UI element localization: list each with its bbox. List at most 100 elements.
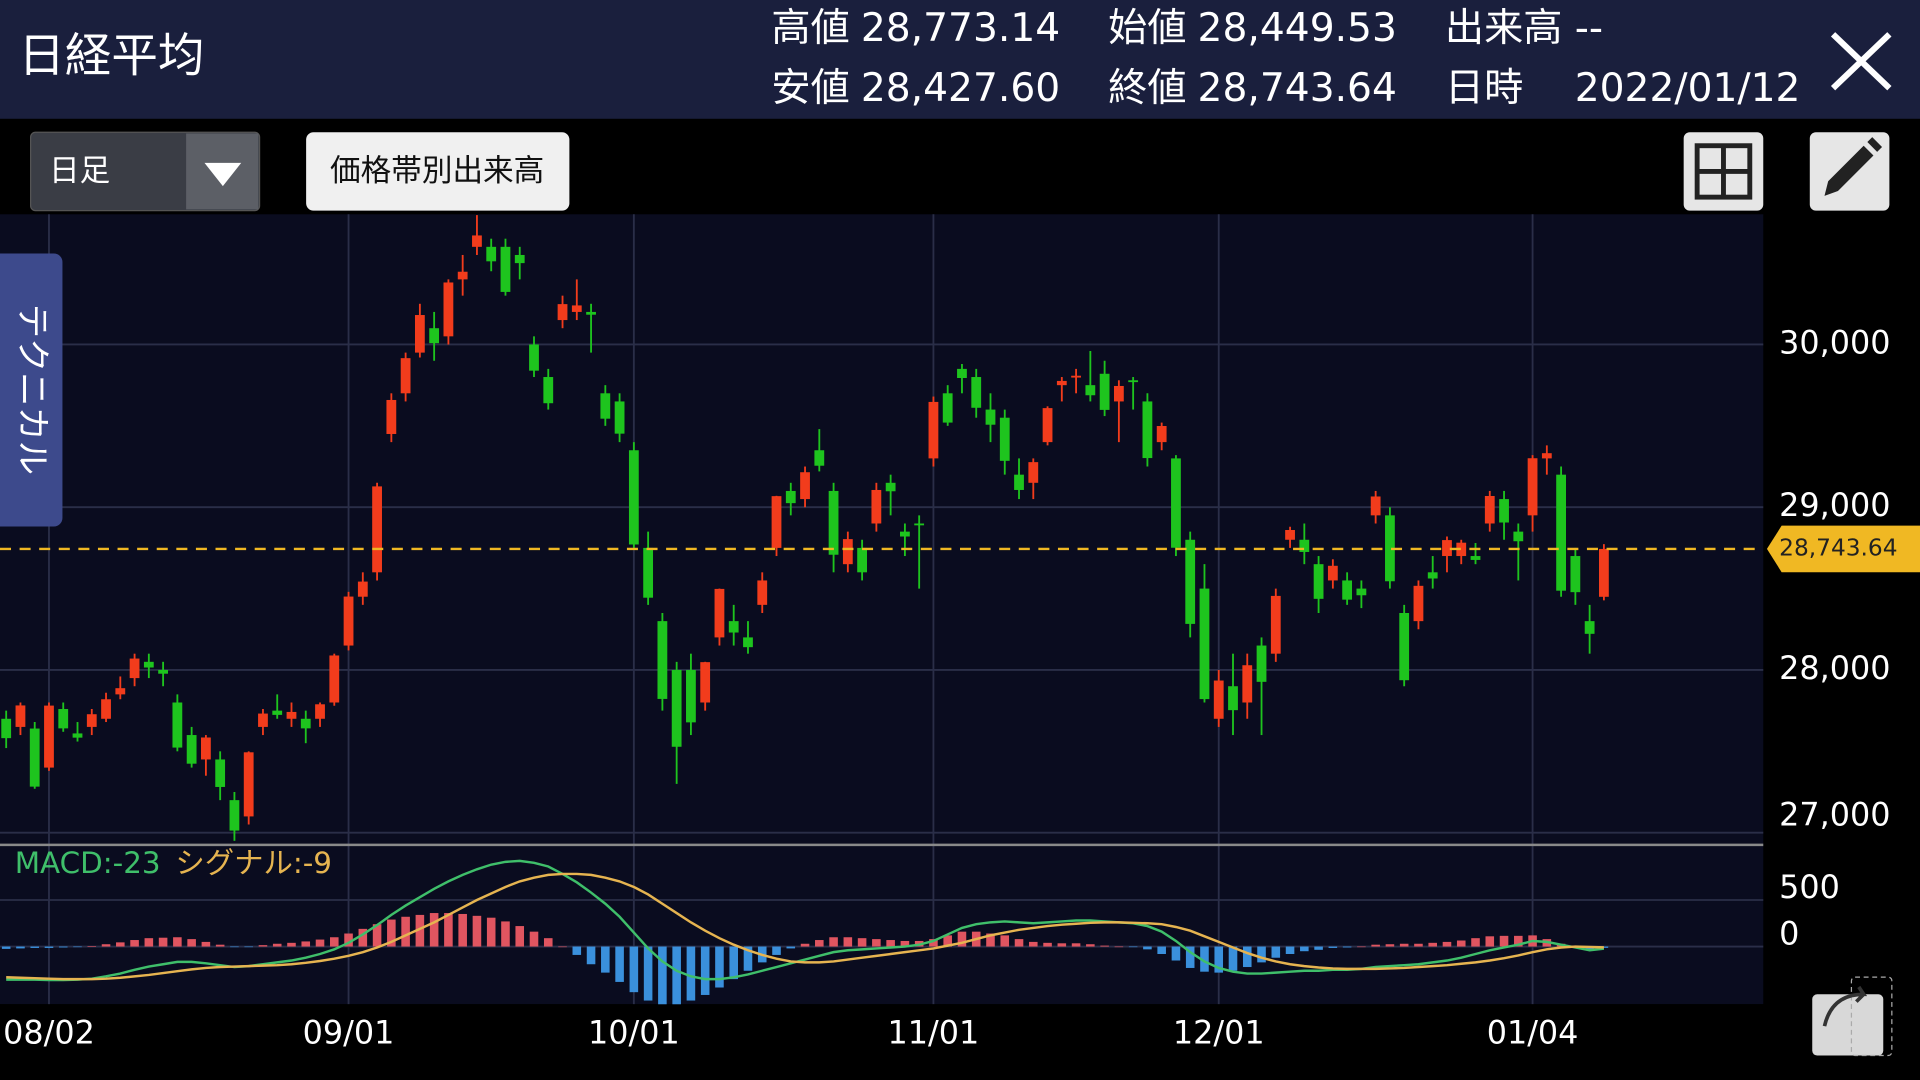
histogram-bar (116, 942, 125, 947)
close-button[interactable] (1830, 32, 1892, 91)
histogram-bar (1128, 946, 1138, 948)
candle-body (814, 450, 825, 466)
histogram-bar (1086, 944, 1095, 947)
candle-body (1228, 686, 1238, 711)
x-tick-label: 11/01 (888, 1014, 980, 1052)
candle-body (457, 271, 468, 280)
layout-button[interactable] (1683, 132, 1764, 211)
candle-body (286, 711, 297, 719)
candle-body (258, 713, 268, 727)
candle-body (1071, 375, 1081, 378)
histogram-bar (1499, 935, 1509, 947)
candle-body (700, 662, 711, 703)
y-tick-label: 500 (1779, 868, 1840, 906)
candle-body (857, 547, 867, 573)
histogram-bar (372, 924, 382, 947)
histogram-bar (44, 946, 54, 948)
candle-body (1085, 385, 1096, 396)
candle-body (1113, 385, 1124, 402)
histogram-bar (1014, 939, 1024, 947)
indicator-line (6, 859, 1605, 982)
candle-body (1285, 529, 1295, 540)
histogram-bar (629, 946, 639, 993)
stat-value: -- (1575, 6, 1603, 51)
stat-value: 2022/01/12 (1575, 66, 1801, 111)
x-tick-label: 08/02 (3, 1014, 95, 1052)
stat-label: 始値 (1108, 6, 1186, 51)
candle-body (172, 702, 183, 748)
candle-body (1541, 453, 1552, 459)
candle-body (514, 254, 525, 264)
candle-body (728, 621, 739, 633)
candle-body (743, 637, 753, 648)
candle-body (557, 304, 568, 321)
candle-body (985, 409, 996, 425)
stat-label: 高値 (771, 6, 849, 51)
histogram-bar (1385, 944, 1395, 947)
candle-body (643, 547, 654, 598)
candle-body (1327, 565, 1338, 581)
candle-body (400, 358, 411, 394)
histogram-bar (272, 943, 282, 947)
close-icon (1830, 32, 1892, 91)
histogram-bar (1029, 941, 1038, 947)
rotate-button[interactable] (1812, 976, 1893, 1057)
candle-body (201, 737, 211, 760)
histogram-bar (529, 931, 539, 947)
candle-body (1270, 595, 1281, 654)
candle-body (1, 718, 12, 739)
histogram-bar (1257, 946, 1266, 963)
histogram-bar (857, 938, 867, 947)
technical-tab[interactable]: テクニカル (0, 253, 63, 527)
candle-body (1171, 458, 1181, 548)
rotate-icon (1850, 976, 1893, 1057)
candle-body (785, 490, 796, 504)
histogram-bar (187, 939, 196, 947)
histogram-bar (558, 946, 567, 948)
histogram-bar (886, 940, 895, 947)
y-tick-label: 28,000 (1779, 649, 1890, 687)
candle-body (243, 752, 254, 817)
histogram-bar (1514, 935, 1523, 947)
histogram-bar (1300, 946, 1309, 952)
histogram-bar (258, 945, 268, 947)
histogram-bar (130, 940, 139, 947)
candle-body (1570, 556, 1581, 593)
candle-body (1427, 572, 1438, 579)
volume-profile-button[interactable]: 価格帯別出来高 (306, 132, 570, 211)
candle-body (343, 596, 354, 646)
histogram-bar (30, 946, 39, 948)
candle-body (628, 450, 639, 545)
plot-area (0, 214, 1764, 1005)
candle-body (1513, 531, 1524, 542)
candle-body (1099, 373, 1110, 410)
title: 日経平均 (18, 28, 204, 82)
stat-value: 28,773.14 (861, 6, 1060, 51)
histogram-bar (144, 938, 154, 947)
histogram-bar (986, 933, 995, 947)
histogram-bar (301, 941, 311, 947)
histogram-bar (1057, 943, 1067, 947)
x-tick-label: 10/01 (588, 1014, 680, 1052)
histogram-bar (829, 937, 838, 947)
period-dropdown[interactable]: 日足 (30, 131, 261, 212)
histogram-bar (215, 944, 225, 947)
candle-body (1028, 462, 1039, 483)
histogram-bar (929, 939, 938, 947)
histogram-bar (401, 916, 410, 947)
candle-body (1185, 539, 1196, 624)
candle-body (143, 661, 154, 668)
histogram-bar (700, 946, 710, 995)
histogram-bar (1456, 940, 1466, 947)
candle-body (614, 401, 625, 434)
candle-body (686, 669, 696, 723)
candle-body (315, 704, 325, 719)
draw-button[interactable] (1809, 132, 1890, 211)
dropdown-arrow (204, 162, 242, 187)
histogram-bar (1214, 946, 1224, 973)
candle-body (1442, 540, 1452, 557)
plot-layer: 30,000 29,000 28,000 27,000 08/02 09/01 10/01 1… (0, 214, 1920, 1052)
histogram-bar (1100, 945, 1109, 947)
histogram-bar (872, 939, 881, 947)
